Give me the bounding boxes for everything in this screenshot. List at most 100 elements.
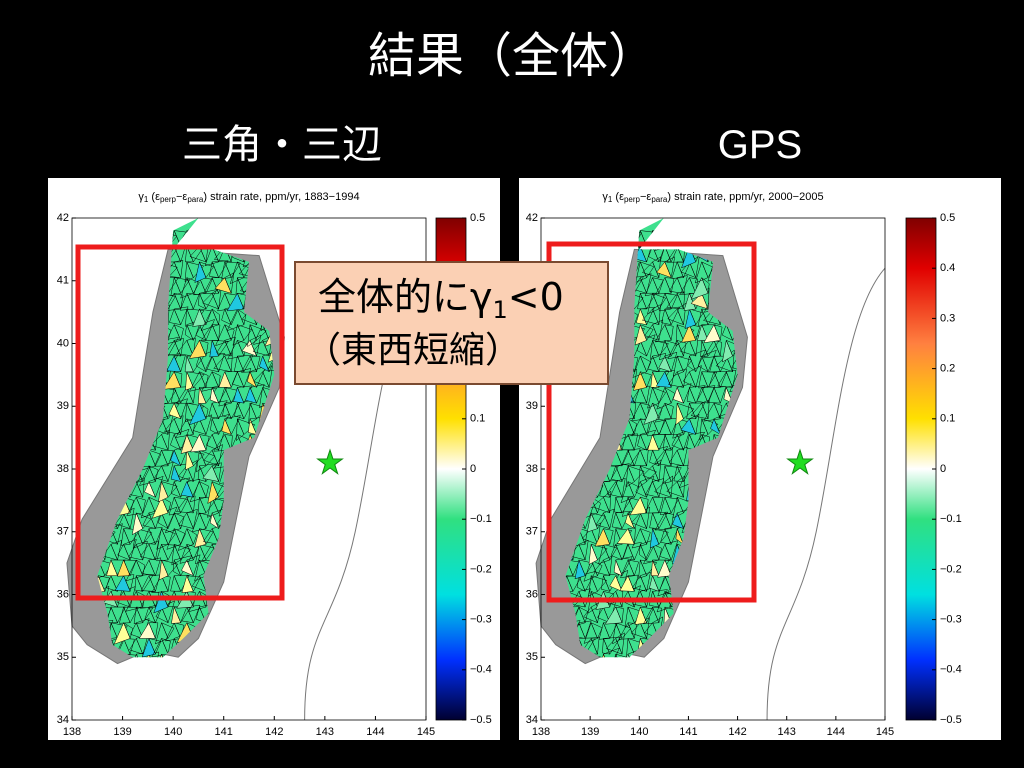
mesh-triangle (224, 399, 242, 420)
mesh-triangle (186, 293, 200, 310)
mesh-triangle (676, 429, 691, 451)
y-tick-label: 36 (526, 588, 538, 600)
mesh-triangle (602, 543, 618, 561)
mesh-triangle (173, 259, 184, 279)
mesh-triangle (249, 365, 267, 389)
x-tick-label: 142 (265, 726, 283, 738)
mesh-triangle (161, 600, 176, 624)
mesh-triangle (701, 276, 710, 294)
mesh-triangle (713, 324, 723, 342)
mesh-triangle (135, 606, 154, 624)
mesh-triangle (639, 528, 651, 546)
colorbar-label: −0.5 (940, 714, 962, 726)
mesh-triangle (627, 481, 640, 498)
mesh-triangle (713, 355, 729, 373)
mesh-triangle (639, 402, 651, 420)
title-part: para (187, 195, 204, 204)
mesh-triangle (652, 496, 664, 514)
mesh-triangle (676, 355, 693, 373)
mesh-triangle (578, 539, 589, 561)
mesh-triangle (198, 481, 209, 499)
mesh-triangle (689, 431, 706, 451)
mesh-triangle (627, 649, 639, 658)
mesh-triangle (236, 308, 247, 326)
mesh-triangle (224, 272, 235, 295)
mesh-triangle (173, 338, 184, 357)
trench-line (766, 267, 886, 721)
mesh-triangle (173, 512, 185, 530)
mesh-triangle (148, 449, 162, 467)
mesh-triangle (262, 335, 273, 358)
mesh-triangle (236, 355, 254, 373)
mesh-triangle (198, 449, 216, 467)
mesh-triangle (676, 383, 692, 404)
x-tick-label: 144 (366, 726, 384, 738)
mesh-triangle (676, 402, 695, 420)
mesh-triangle (652, 256, 661, 278)
x-tick-label: 144 (827, 726, 845, 738)
mesh-triangle (713, 402, 723, 419)
mesh-triangle (199, 277, 213, 294)
mesh-triangle (186, 575, 201, 592)
mesh-triangle (615, 653, 630, 658)
mesh-triangle (224, 261, 241, 279)
y-tick-label: 34 (526, 714, 538, 726)
mesh-triangle (211, 481, 227, 498)
mesh-triangle (186, 479, 201, 498)
x-tick-label: 141 (679, 726, 697, 738)
mesh-triangle (186, 418, 195, 435)
mesh-triangle (627, 433, 639, 452)
mesh-triangle (639, 355, 652, 373)
colorbar (905, 217, 937, 721)
mesh-triangle (161, 506, 178, 530)
mesh-triangle (148, 465, 159, 483)
mesh-triangle (603, 555, 613, 576)
x-tick-label: 142 (728, 726, 746, 738)
mesh-triangle (627, 418, 637, 436)
colorbar-label: −0.3 (940, 614, 962, 626)
mesh-triangle (652, 511, 669, 530)
mesh-triangle (186, 337, 196, 358)
mesh-triangle (590, 636, 600, 655)
mesh-triangle (199, 289, 218, 310)
mesh-triangle (639, 475, 655, 498)
mesh-triangle (224, 387, 238, 404)
mesh-triangle (161, 622, 175, 639)
epicenter-star (316, 448, 344, 475)
mesh-triangle (123, 606, 139, 624)
mesh-triangle (135, 574, 155, 592)
mesh-triangle (161, 449, 174, 467)
mesh-triangle (186, 449, 205, 467)
mesh-triangle (676, 475, 686, 498)
callout: 全体的にγ1<0 （東西短縮） (294, 261, 609, 385)
mesh-triangle (664, 339, 678, 357)
mesh-triangle (237, 399, 254, 420)
x-tick-label: 143 (778, 726, 796, 738)
mesh-triangle (173, 324, 184, 342)
highlight-box (75, 244, 285, 601)
title-part: para (651, 195, 668, 204)
mesh-triangle (603, 636, 622, 655)
mesh-triangle (186, 277, 200, 294)
mesh-triangle (135, 540, 148, 561)
y-tick-label: 37 (526, 526, 538, 538)
mesh-triangle (639, 496, 649, 514)
mesh-triangle (211, 340, 229, 357)
mesh-triangle (211, 286, 222, 310)
mesh-triangle (652, 528, 669, 545)
mesh-triangle (173, 463, 191, 483)
mesh-triangle (652, 304, 661, 325)
mesh-triangle (148, 540, 160, 561)
mesh-triangle (173, 386, 191, 404)
mesh-triangle (148, 638, 162, 655)
mesh-triangle (236, 292, 247, 310)
mesh-triangle (198, 402, 209, 420)
mesh-triangle (236, 261, 250, 279)
title-part: −ε (176, 191, 187, 203)
mesh-triangle (590, 512, 606, 530)
colorbar-label: 0.2 (940, 363, 955, 375)
mesh-triangle (211, 371, 221, 389)
mesh-triangle (664, 540, 679, 561)
mesh-triangle (664, 324, 674, 342)
callout-box (294, 261, 609, 385)
